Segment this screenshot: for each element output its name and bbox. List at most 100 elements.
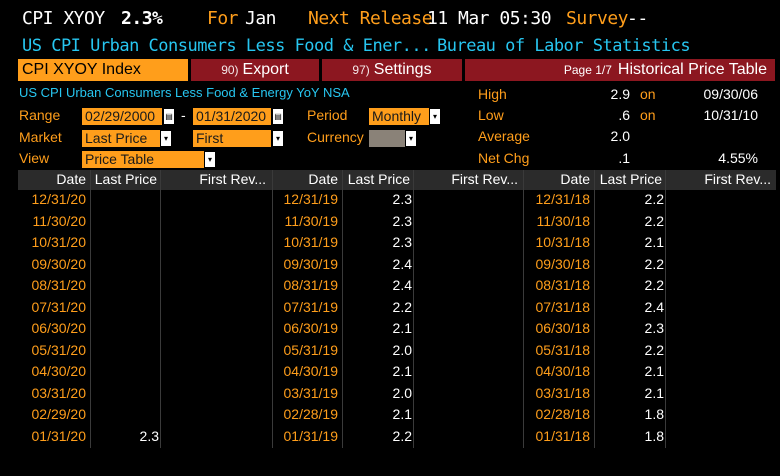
col-header-first-rev[interactable]: First Rev...: [704, 171, 771, 187]
table-cell-price: 2.1: [392, 406, 412, 422]
table-cell-price: 2.1: [392, 363, 412, 379]
export-label: Export: [242, 61, 289, 78]
view-select[interactable]: Price Table: [82, 151, 204, 168]
historical-label: Historical Price Table: [617, 61, 767, 78]
export-button[interactable]: 90) Export: [191, 59, 319, 81]
column-divider: [594, 170, 595, 448]
calendar-icon[interactable]: ▤: [273, 109, 283, 124]
tab-index[interactable]: CPI XYOY Index: [18, 59, 188, 81]
settings-button[interactable]: 97) Settings: [322, 59, 462, 81]
column-divider: [413, 170, 414, 448]
table-cell-price: 2.4: [392, 255, 412, 272]
average-value: 2.0: [610, 128, 630, 144]
table-cell-date: 02/28/18: [535, 406, 591, 422]
column-divider: [342, 170, 343, 448]
table-cell-date: 05/31/18: [535, 341, 591, 358]
security-description: US CPI Urban Consumers Less Food & Ener.…: [22, 36, 431, 56]
table-cell-date: 09/30/18: [535, 255, 591, 272]
table-cell-date: 10/31/19: [283, 234, 339, 250]
table-cell-date: 06/30/18: [535, 320, 591, 336]
col-header-date[interactable]: Date: [560, 171, 590, 187]
market-label: Market: [19, 129, 62, 145]
table-cell-price: 2.0: [392, 341, 412, 358]
col-header-date[interactable]: Date: [308, 171, 338, 187]
table-cell-price: 2.2: [644, 277, 664, 293]
table-cell-date: 03/31/19: [283, 384, 339, 401]
high-label: High: [478, 86, 507, 102]
next-release-value: 11 Mar 05:30: [427, 8, 552, 29]
range-end-field[interactable]: 01/31/2020: [193, 108, 271, 125]
column-divider: [90, 170, 91, 448]
settings-label: Settings: [373, 61, 432, 78]
table-cell-price: 2.1: [644, 234, 664, 250]
column-divider: [160, 170, 161, 448]
table-cell-date: 08/31/20: [31, 277, 87, 293]
period-label: Period: [307, 107, 348, 123]
series-name: US CPI Urban Consumers Less Food & Energ…: [19, 85, 350, 100]
table-cell-price: 2.3: [139, 427, 159, 444]
table-cell-date: 09/30/20: [31, 255, 87, 272]
table-cell-price: 2.1: [644, 363, 664, 379]
next-release-label: Next Release: [308, 8, 433, 29]
range-start-field[interactable]: 02/29/2000: [82, 108, 162, 125]
table-cell-date: 05/31/19: [283, 341, 339, 358]
table-cell-date: 08/31/19: [283, 277, 339, 293]
source-name: Bureau of Labor Statistics: [437, 36, 691, 56]
currency-label: Currency: [307, 129, 364, 145]
for-value: Jan: [245, 8, 277, 29]
tab-historical[interactable]: Page 1/7 Historical Price Table: [465, 59, 775, 81]
table-cell-date: 07/31/19: [283, 298, 339, 315]
low-date: 10/31/10: [703, 107, 759, 123]
revision-select[interactable]: First Revisio: [193, 130, 271, 147]
table-cell-date: 06/30/19: [283, 320, 339, 336]
chevron-down-icon[interactable]: ▾: [161, 131, 171, 146]
table-cell-date: 01/31/20: [31, 427, 87, 444]
calendar-icon[interactable]: ▤: [164, 109, 174, 124]
low-value: .6: [618, 107, 630, 123]
table-cell-price: 2.2: [392, 427, 412, 444]
col-header-last-price[interactable]: Last Price: [347, 171, 410, 187]
range-label: Range: [19, 107, 61, 123]
table-cell-date: 04/30/18: [535, 363, 591, 379]
page-indicator: Page 1/7: [563, 63, 612, 77]
table-cell-date: 12/31/20: [31, 191, 87, 207]
table-header: [18, 170, 776, 190]
high-date: 09/30/06: [703, 86, 759, 102]
chevron-down-icon[interactable]: ▾: [205, 152, 215, 167]
table-cell-date: 11/30/20: [32, 212, 86, 229]
survey-value: --: [627, 8, 648, 29]
table-cell-price: 2.2: [644, 191, 664, 207]
table-cell-price: 2.2: [644, 212, 664, 229]
table-cell-date: 01/31/18: [535, 427, 591, 444]
column-divider: [665, 170, 666, 448]
currency-select[interactable]: [369, 130, 405, 147]
table-cell-price: 2.3: [392, 234, 412, 250]
chevron-down-icon[interactable]: ▾: [430, 109, 440, 124]
col-header-first-rev[interactable]: First Rev...: [199, 171, 266, 187]
for-label: For: [207, 8, 239, 29]
market-select[interactable]: Last Price: [82, 130, 160, 147]
table-cell-price: 2.4: [392, 277, 412, 293]
table-cell-price: 2.2: [644, 341, 664, 358]
col-header-date[interactable]: Date: [56, 171, 86, 187]
netchg-label: Net Chg: [478, 150, 530, 166]
col-header-last-price[interactable]: Last Price: [94, 171, 157, 187]
table-cell-price: 2.3: [392, 191, 412, 207]
chevron-down-icon[interactable]: ▾: [273, 131, 283, 146]
table-cell-price: 2.0: [392, 384, 412, 401]
survey-label: Survey: [566, 8, 629, 29]
chevron-down-icon[interactable]: ▾: [406, 131, 416, 146]
table-cell-date: 06/30/20: [31, 320, 87, 336]
netchg-pct: 4.55%: [718, 150, 758, 166]
table-cell-price: 2.4: [644, 298, 664, 315]
period-select[interactable]: Monthly: [369, 108, 429, 125]
table-cell-price: 1.8: [644, 427, 664, 444]
table-cell-price: 2.2: [392, 298, 412, 315]
table-cell-date: 10/31/18: [535, 234, 591, 250]
table-cell-date: 02/29/20: [31, 406, 87, 422]
col-header-first-rev[interactable]: First Rev...: [451, 171, 518, 187]
table-cell-price: 2.1: [392, 320, 412, 336]
col-header-last-price[interactable]: Last Price: [599, 171, 662, 187]
table-cell-date: 03/31/20: [31, 384, 87, 401]
table-cell-date: 09/30/19: [283, 255, 339, 272]
